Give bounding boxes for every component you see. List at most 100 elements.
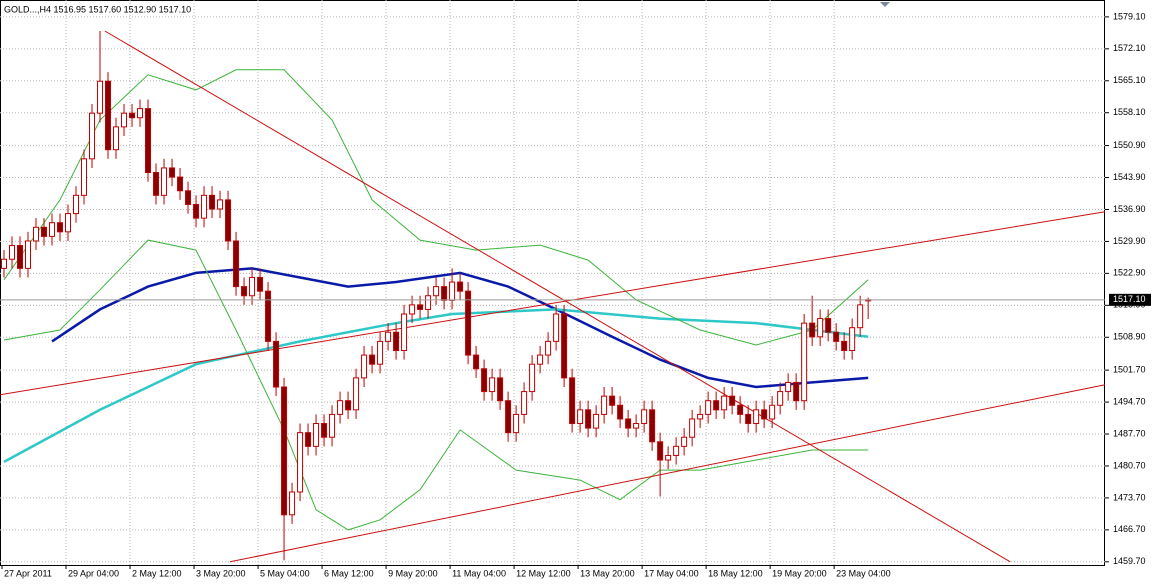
x-tick-label: 13 May 20:00 bbox=[580, 568, 635, 578]
candle-body bbox=[385, 331, 392, 342]
x-tick-label: 11 May 04:00 bbox=[452, 568, 506, 578]
y-tick-label: 1558.10 bbox=[1113, 107, 1146, 117]
candle-body bbox=[561, 313, 568, 379]
candle-body bbox=[353, 377, 360, 411]
candle-body bbox=[265, 290, 272, 342]
y-tick-label: 1543.90 bbox=[1113, 172, 1146, 182]
candle-body bbox=[841, 340, 848, 352]
candle-body bbox=[769, 404, 776, 420]
candle-body bbox=[521, 391, 528, 415]
candle-body bbox=[97, 80, 104, 114]
candle-body bbox=[745, 413, 752, 425]
last-price-label: 1517.10 bbox=[1113, 294, 1146, 304]
y-tick-label: 1494.70 bbox=[1113, 396, 1146, 406]
candle-body bbox=[409, 304, 416, 315]
candle-body bbox=[849, 327, 856, 352]
candle-body bbox=[121, 112, 128, 128]
candle-body bbox=[249, 276, 256, 297]
candle-body bbox=[321, 423, 328, 438]
candle-body bbox=[33, 226, 40, 242]
candle-body bbox=[281, 386, 288, 516]
x-tick-label: 18 May 12:00 bbox=[708, 568, 763, 578]
candle-body bbox=[697, 413, 704, 420]
y-tick-label: 1459.70 bbox=[1113, 556, 1146, 566]
candle-body bbox=[689, 418, 696, 438]
plot-area bbox=[0, 0, 1105, 566]
x-tick-label: 5 May 04:00 bbox=[260, 568, 310, 578]
y-tick-label: 1536.90 bbox=[1113, 204, 1146, 214]
candle-body bbox=[641, 409, 648, 425]
indicator-line bbox=[51, 267, 869, 389]
candle-body bbox=[585, 409, 592, 429]
candle-body bbox=[417, 304, 424, 310]
candle-body bbox=[57, 222, 64, 233]
candle-body bbox=[617, 404, 624, 420]
y-tick-label: 1480.70 bbox=[1113, 460, 1146, 470]
chart-title: GOLD...,H4 1516.95 1517.60 1512.90 1517.… bbox=[4, 4, 191, 14]
indicator-line bbox=[3, 308, 869, 463]
candle-body bbox=[329, 413, 336, 438]
candle-body bbox=[17, 245, 24, 269]
candle-body bbox=[209, 194, 216, 210]
candle-body bbox=[649, 409, 656, 443]
candle-body bbox=[273, 340, 280, 388]
candle-body bbox=[225, 199, 232, 242]
candle-body bbox=[481, 368, 488, 393]
y-tick-label: 1579.10 bbox=[1113, 11, 1146, 21]
x-tick-label: 3 May 20:00 bbox=[196, 568, 246, 578]
y-tick-label: 1466.70 bbox=[1113, 524, 1146, 534]
indicator-line bbox=[3, 69, 869, 346]
candle-body bbox=[729, 395, 736, 406]
candle-body bbox=[369, 354, 376, 365]
candle-body bbox=[41, 226, 48, 237]
candle-body bbox=[9, 245, 16, 260]
last-price-box bbox=[1109, 293, 1151, 306]
candle-body bbox=[49, 222, 56, 237]
x-tick-label: 9 May 20:00 bbox=[388, 568, 438, 578]
candle-body bbox=[761, 409, 768, 420]
indicator-line bbox=[0, 211, 1106, 396]
candle-body bbox=[177, 176, 184, 192]
candle-body bbox=[465, 290, 472, 356]
y-tick-label: 1529.90 bbox=[1113, 236, 1146, 246]
candle-body bbox=[489, 377, 496, 393]
candle-body bbox=[753, 409, 760, 425]
x-tick-label: 6 May 12:00 bbox=[324, 568, 374, 578]
candle-body bbox=[857, 304, 864, 329]
candle-body bbox=[801, 322, 808, 402]
candle-body bbox=[537, 354, 544, 365]
x-tick-label: 12 May 12:00 bbox=[516, 568, 571, 578]
candle-body bbox=[553, 313, 560, 342]
y-tick-label: 1572.10 bbox=[1113, 43, 1146, 53]
candle-body bbox=[721, 395, 728, 411]
candle-body bbox=[505, 400, 512, 434]
y-tick-label: 1508.90 bbox=[1113, 332, 1146, 342]
x-tick-label: 29 Apr 04:00 bbox=[68, 568, 119, 578]
candle-body bbox=[337, 400, 344, 415]
candle-body bbox=[433, 286, 440, 297]
candle-body bbox=[145, 108, 152, 174]
candle-body bbox=[601, 395, 608, 415]
candle-body bbox=[777, 391, 784, 406]
candle-body bbox=[425, 295, 432, 310]
candle-body bbox=[665, 454, 672, 461]
candle-body bbox=[449, 281, 456, 301]
candle-body bbox=[201, 194, 208, 219]
candle-body bbox=[785, 381, 792, 393]
candle-body bbox=[81, 158, 88, 196]
candle-body bbox=[1, 258, 8, 269]
candle-body bbox=[169, 167, 176, 178]
candle-body bbox=[73, 194, 80, 215]
candle-body bbox=[305, 432, 312, 447]
candle-body bbox=[161, 167, 168, 196]
candle-body bbox=[681, 436, 688, 447]
y-tick-label: 1487.70 bbox=[1113, 428, 1146, 438]
candle-body bbox=[313, 423, 320, 447]
grid bbox=[0, 0, 1105, 565]
x-tick-label: 23 May 04:00 bbox=[836, 568, 891, 578]
candle-body bbox=[609, 395, 616, 406]
candle-body bbox=[793, 381, 800, 402]
candle-body bbox=[713, 400, 720, 411]
candle-body bbox=[577, 409, 584, 425]
candle-body bbox=[193, 203, 200, 219]
